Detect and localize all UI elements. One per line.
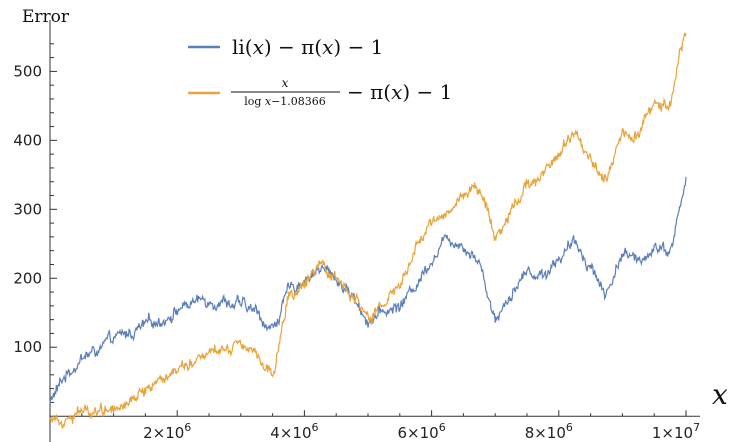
y-tick-label: 100 [13, 338, 42, 356]
x-tick-label: 8×106 [525, 421, 573, 442]
x-tick-label: 2×106 [143, 421, 191, 442]
legend-label-li: li(x) − π(x) − 1 [232, 35, 383, 59]
x-tick-label: 6×106 [397, 421, 445, 442]
x-ticks: 2×106 4×106 6×106 8×106 1×107 [81, 410, 700, 442]
series-line-approx [49, 32, 687, 430]
y-ticks: 100 200 300 400 500 [13, 43, 57, 403]
svg-text:− π(x) − 1: − π(x) − 1 [347, 80, 452, 104]
legend: li(x) − π(x) − 1 x log x−1.08366 − π(x) … [188, 35, 452, 108]
svg-text:log x−1.08366: log x−1.08366 [244, 95, 326, 108]
axes [49, 20, 700, 442]
x-tick-label: 4×106 [270, 421, 318, 442]
legend-label-approx: x log x−1.08366 − π(x) − 1 [231, 76, 452, 108]
series-line-li [49, 176, 687, 404]
y-tick-label: 300 [13, 200, 42, 218]
y-tick-label: 500 [13, 62, 42, 80]
y-tick-label: 400 [13, 131, 42, 149]
x-tick-label: 1×107 [652, 421, 700, 442]
series-layer [49, 32, 687, 430]
y-tick-label: 200 [13, 269, 42, 287]
x-axis-label: x [712, 378, 728, 411]
y-axis-label: Error [22, 7, 70, 27]
svg-text:x: x [282, 76, 289, 90]
